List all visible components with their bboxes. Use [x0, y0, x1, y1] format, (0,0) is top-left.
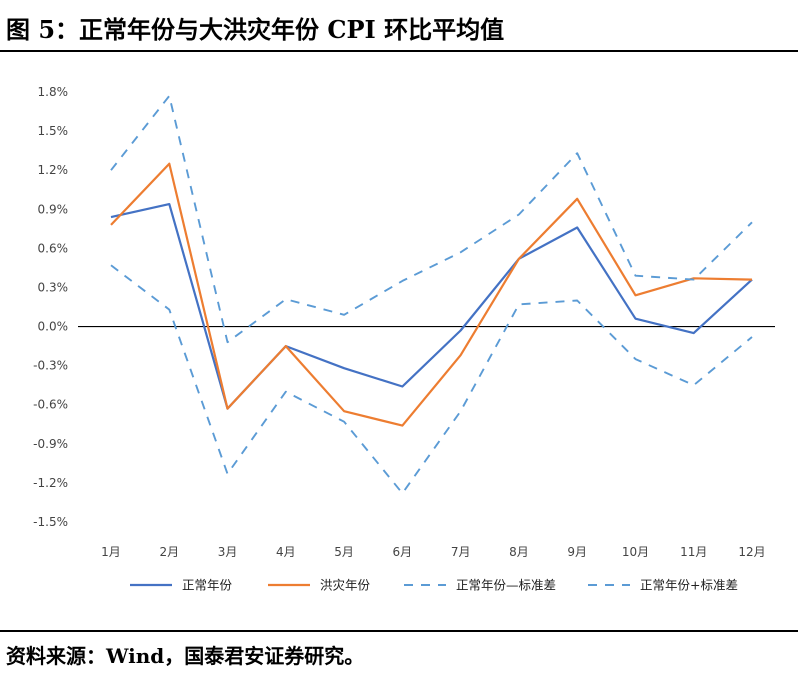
- series-lines: [110, 94, 753, 495]
- series-line-3: [110, 264, 753, 495]
- legend: 正常年份 洪灾年份 正常年份—标准差 正常年份+标准差: [130, 578, 738, 593]
- x-tick-label: 7月: [451, 545, 471, 559]
- y-tick-label: 1.5%: [38, 124, 69, 138]
- legend-label-3: 正常年份—标准差: [456, 578, 556, 593]
- series-line-1: [110, 203, 753, 410]
- y-tick-label: 0.0%: [38, 320, 69, 334]
- x-tick-label: 2月: [159, 545, 179, 559]
- source-note: 资料来源：Wind，国泰君安证券研究。: [6, 644, 365, 668]
- y-tick-label: -1.2%: [33, 476, 68, 490]
- x-tick-label: 10月: [622, 545, 649, 559]
- x-tick-label: 1月: [101, 545, 121, 559]
- cpi-line-chart: 1.8% 1.5% 1.2% 0.9% 0.6% 0.3% 0.0% -0.3% -0.6% -0…: [33, 85, 775, 593]
- series-line-4: [110, 94, 753, 344]
- x-tick-label: 9月: [567, 545, 587, 559]
- y-tick-label: -1.5%: [33, 515, 68, 529]
- series-line-2: [110, 162, 753, 427]
- x-tick-label: 6月: [393, 545, 413, 559]
- x-tick-label: 4月: [276, 545, 296, 559]
- y-axis: 1.8% 1.5% 1.2% 0.9% 0.6% 0.3% 0.0% -0.3% -0.6% -0…: [33, 85, 68, 529]
- x-tick-label: 11月: [680, 545, 707, 559]
- x-tick-label: 3月: [218, 545, 238, 559]
- y-tick-label: -0.6%: [33, 398, 68, 412]
- y-tick-label: -0.3%: [33, 359, 68, 373]
- y-tick-label: -0.9%: [33, 437, 68, 451]
- legend-label-1: 正常年份: [182, 578, 233, 593]
- legend-label-4: 正常年份+标准差: [640, 578, 738, 593]
- y-tick-label: 1.8%: [38, 85, 69, 99]
- x-tick-label: 5月: [334, 545, 354, 559]
- y-tick-label: 0.3%: [38, 280, 69, 294]
- title-divider: [0, 50, 798, 52]
- x-tick-label: 8月: [509, 545, 529, 559]
- x-tick-label: 12月: [738, 545, 765, 559]
- x-axis: 1月 2月 3月 4月 5月 6月 7月 8月 9月 10月 11月 12月: [101, 545, 765, 559]
- chart-title: 图 5：正常年份与大洪灾年份 CPI 环比平均值: [6, 15, 505, 44]
- legend-label-2: 洪灾年份: [320, 578, 371, 593]
- y-tick-label: 0.9%: [38, 202, 69, 216]
- y-tick-label: 0.6%: [38, 241, 69, 255]
- source-divider: [0, 630, 798, 632]
- y-tick-label: 1.2%: [38, 163, 69, 177]
